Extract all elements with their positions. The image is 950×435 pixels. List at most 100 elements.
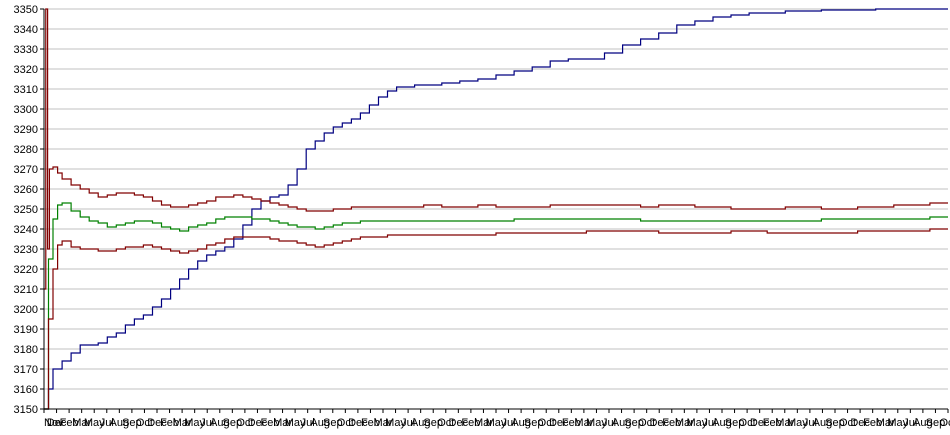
y-tick-label: 3260 <box>14 184 38 196</box>
x-tick-label: May <box>385 417 406 429</box>
x-tick-label: Dec <box>850 417 870 429</box>
y-tick-label: 3250 <box>14 204 38 216</box>
x-tick-label: Jul <box>401 417 415 429</box>
x-tick-label: May <box>586 417 607 429</box>
x-tick-label: Sep <box>223 417 243 429</box>
x-tick-label: Mar <box>876 417 895 429</box>
x-tick-label: Aug <box>210 417 230 429</box>
x-tick-label: Mar <box>775 417 794 429</box>
y-tick-label: 3300 <box>14 104 38 116</box>
x-tick-label: Oct <box>739 417 756 429</box>
x-tick-label: Aug <box>110 417 130 429</box>
x-tick-label: Mar <box>72 417 91 429</box>
y-tick-label: 3280 <box>14 144 38 156</box>
x-tick-label: Aug <box>511 417 531 429</box>
x-tick-label: Oct <box>437 417 454 429</box>
y-tick-label: 3210 <box>14 284 38 296</box>
x-tick-label: Oct <box>538 417 555 429</box>
x-tick-label: Feb <box>60 417 79 429</box>
x-tick-label: May <box>887 417 908 429</box>
x-tick-label: Sep <box>926 417 946 429</box>
x-tick-label: Jul <box>803 417 817 429</box>
x-tick-label: Dec <box>549 417 569 429</box>
x-tick-label: Oct <box>638 417 655 429</box>
x-tick-label: Dec <box>47 417 67 429</box>
x-tick-label: Sep <box>423 417 443 429</box>
y-tick-label: 3240 <box>14 224 38 236</box>
x-tick-label: May <box>787 417 808 429</box>
y-tick-label: 3220 <box>14 264 38 276</box>
x-tick-label: May <box>486 417 507 429</box>
x-tick-label: Dec <box>348 417 368 429</box>
x-tick-label: Jul <box>903 417 917 429</box>
x-tick-label: Feb <box>662 417 681 429</box>
y-tick-label: 3320 <box>14 64 38 76</box>
series-line-1 <box>44 8 948 290</box>
y-tick-label: 3310 <box>14 84 38 96</box>
x-tick-label: Aug <box>310 417 330 429</box>
series-3 <box>44 228 948 410</box>
x-tick-label: Nov <box>44 417 64 429</box>
series-layer <box>44 8 948 410</box>
x-tick-label: Sep <box>122 417 142 429</box>
x-tick-label: May <box>84 417 105 429</box>
x-tick-label: Jul <box>602 417 616 429</box>
x-tick-label: Mar <box>273 417 292 429</box>
x-tick-label: Jul <box>200 417 214 429</box>
y-tick-label: 3190 <box>14 324 38 336</box>
x-tick-label: Feb <box>261 417 280 429</box>
x-tick-label: Mar <box>173 417 192 429</box>
series-line-3 <box>44 228 948 410</box>
y-tick-label: 3170 <box>14 364 38 376</box>
x-tick-label: Sep <box>323 417 343 429</box>
x-tick-label: Aug <box>913 417 933 429</box>
y-tick-label: 3290 <box>14 124 38 136</box>
y-tick-label: 3200 <box>14 304 38 316</box>
y-tick-label: 3150 <box>14 404 38 416</box>
x-tick-label: Mar <box>474 417 493 429</box>
x-tick-label: Oct <box>236 417 253 429</box>
x-tick-label: Oct <box>337 417 354 429</box>
x-tick-label: Aug <box>712 417 732 429</box>
x-tick-label: Aug <box>411 417 431 429</box>
y-tick-label: 3230 <box>14 244 38 256</box>
x-axis-ticks: NovDecFebMarMayJulAugSepOctDecFebMarMayJ… <box>43 409 950 429</box>
x-tick-label: May <box>686 417 707 429</box>
x-tick-label: Dec <box>750 417 770 429</box>
x-tick-label: May <box>184 417 205 429</box>
x-tick-label: Jul <box>100 417 114 429</box>
x-tick-label: Feb <box>763 417 782 429</box>
x-tick-label: Feb <box>562 417 581 429</box>
y-tick-label: 3270 <box>14 164 38 176</box>
x-tick-label: Oct <box>136 417 153 429</box>
x-tick-label: Mar <box>675 417 694 429</box>
x-tick-label: Aug <box>612 417 632 429</box>
series-0 <box>44 8 948 410</box>
x-tick-label: Aug <box>813 417 833 429</box>
series-1 <box>44 8 948 290</box>
y-tick-label: 3160 <box>14 384 38 396</box>
series-line-2 <box>44 202 948 410</box>
x-tick-label: Sep <box>524 417 544 429</box>
y-tick-label: 3350 <box>14 4 38 16</box>
x-tick-label: Dec <box>248 417 268 429</box>
x-tick-label: Dec <box>649 417 669 429</box>
x-tick-label: Feb <box>361 417 380 429</box>
y-axis-ticks: 3150 3160 3170 3180 3190 3200 3210 3220 3230 3240… <box>14 4 44 416</box>
x-tick-label: Jul <box>702 417 716 429</box>
x-tick-label: Sep <box>825 417 845 429</box>
series-line-0 <box>44 8 948 410</box>
x-tick-label: Dec <box>147 417 167 429</box>
x-tick-label: Mar <box>374 417 393 429</box>
y-tick-label: 3340 <box>14 24 38 36</box>
x-tick-label: Sep <box>624 417 644 429</box>
y-tick-label: 3180 <box>14 344 38 356</box>
x-tick-label: Feb <box>160 417 179 429</box>
x-tick-label: May <box>285 417 306 429</box>
x-tick-label: Jul <box>502 417 516 429</box>
x-tick-label: Feb <box>863 417 882 429</box>
y-tick-label: 3330 <box>14 44 38 56</box>
x-tick-label: Oct <box>839 417 856 429</box>
x-tick-label: Mar <box>574 417 593 429</box>
